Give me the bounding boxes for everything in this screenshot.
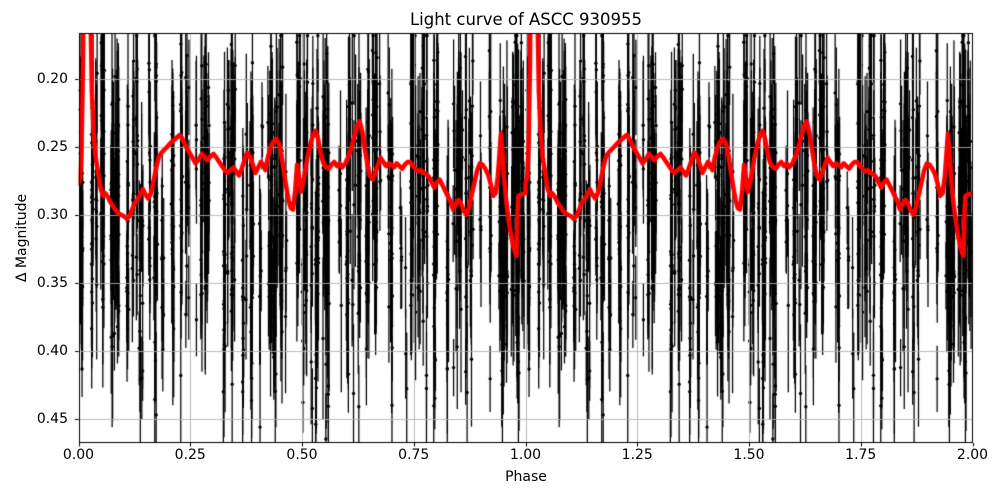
x-tick-label: 1.25 (621, 447, 653, 463)
x-tick-label: 0.25 (174, 447, 206, 463)
x-tick-label: 0.00 (62, 447, 95, 463)
chart-title: Light curve of ASCC 930955 (409, 10, 643, 29)
y-tick-label: 0.25 (36, 139, 68, 156)
x-tick-label: 1.50 (733, 447, 765, 463)
y-tick-label: 0.30 (36, 206, 68, 223)
x-tick-label: 0.50 (286, 447, 318, 463)
y-tick-label: 0.45 (36, 410, 68, 427)
x-tick-label: 1.00 (509, 447, 542, 463)
y-tick-label: 0.35 (36, 274, 68, 291)
x-tick-label: 1.75 (845, 447, 877, 463)
x-tick-label: 2.00 (956, 447, 989, 463)
x-axis-label: Phase (505, 469, 547, 485)
x-tick-label: 0.75 (398, 447, 430, 463)
y-tick-label: 0.40 (36, 342, 68, 359)
y-tick-label: 0.20 (36, 71, 68, 88)
